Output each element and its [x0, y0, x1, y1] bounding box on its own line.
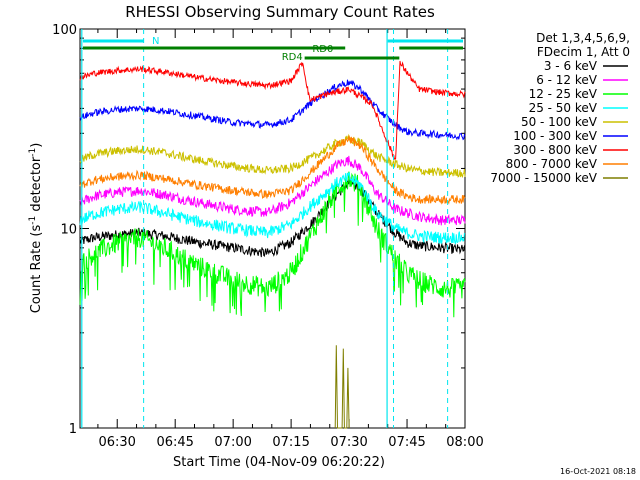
- x-tick-label: 08:00: [446, 435, 483, 450]
- y-axis-label: Count Rate (s-1 detector-1): [28, 143, 44, 314]
- y-tick-label: 1: [69, 422, 77, 437]
- generated-timestamp: 16-Oct-2021 08:18: [560, 467, 636, 476]
- legend-entry-label: 7000 - 15000 keV: [490, 171, 597, 185]
- legend-entry-label: 12 - 25 keV: [529, 87, 598, 101]
- legend-entry-label: 25 - 50 keV: [529, 101, 598, 115]
- series-line: [79, 135, 466, 205]
- series-line: [79, 171, 466, 318]
- legend-header-detectors: Det 1,3,4,5,6,9,: [536, 31, 630, 45]
- series-line: [79, 133, 466, 179]
- legend-header-decimation: FDecim 1, Att 0: [537, 45, 630, 59]
- x-tick-label: 07:00: [214, 435, 251, 450]
- legend-entry-label: 6 - 12 keV: [536, 73, 598, 87]
- rd0-flag-label: RD0: [312, 44, 333, 55]
- series-line: [334, 345, 350, 429]
- legend-entry-label: 300 - 800 keV: [513, 143, 597, 157]
- legend: Det 1,3,4,5,6,9, FDecim 1, Att 0 3 - 6 k…: [490, 31, 630, 185]
- x-tick-label: 06:45: [156, 435, 193, 450]
- x-tick-label: 07:30: [330, 435, 367, 450]
- x-tick-label: 06:30: [98, 435, 135, 450]
- chart-title: RHESSI Observing Summary Count Rates: [125, 3, 435, 21]
- legend-entry-label: 3 - 6 keV: [544, 59, 598, 73]
- y-tick-label: 10: [60, 223, 77, 238]
- series-line: [79, 171, 466, 245]
- legend-entry-label: 50 - 100 keV: [521, 115, 598, 129]
- flags-layer: N RD0 RD4: [81, 29, 463, 428]
- x-tick-label: 07:45: [388, 435, 425, 450]
- rd4-flag-label: RD4: [282, 52, 303, 63]
- legend-entry-label: 100 - 300 keV: [513, 129, 597, 143]
- series-line: [79, 79, 466, 141]
- series-line: [79, 155, 466, 226]
- x-axis-label: Start Time (04-Nov-09 06:20:22): [173, 455, 385, 470]
- x-tick-label: 07:15: [272, 435, 309, 450]
- y-tick-label: 100: [52, 23, 77, 38]
- legend-entry-label: 800 - 7000 keV: [506, 157, 598, 171]
- series-layer: [79, 60, 466, 429]
- series-line: [79, 60, 466, 160]
- night-flag-label: N: [152, 36, 159, 47]
- plot-axes: 1 10 100 06:30 06:45 07:00 07:15 07:30 07:45 08:0…: [52, 23, 484, 450]
